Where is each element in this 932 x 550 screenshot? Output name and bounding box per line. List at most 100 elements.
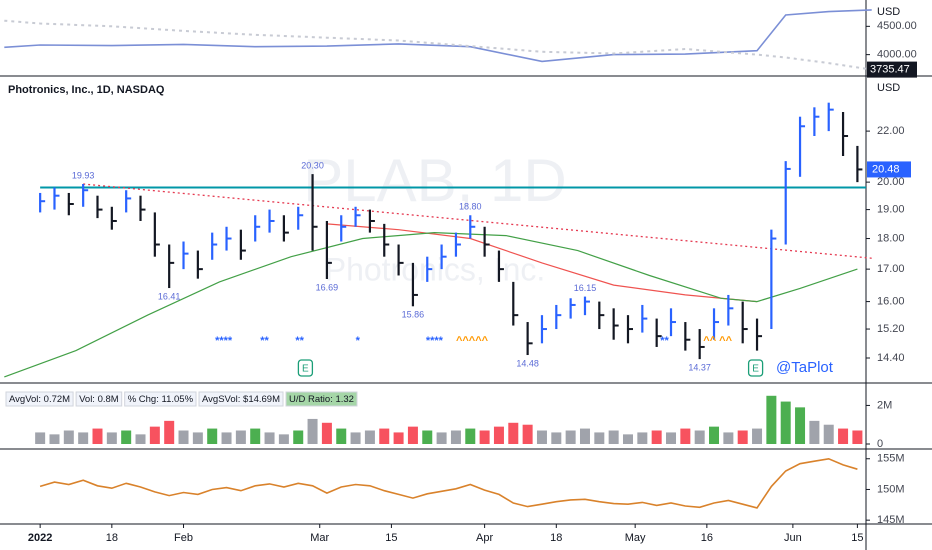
x-tick-label: 16 <box>701 532 713 544</box>
y-tick-label: 4000.00 <box>877 49 917 61</box>
watermark-group: PLAB, 1D Photronics, Inc. <box>303 147 566 288</box>
volume-bar <box>465 428 476 444</box>
volume-bar <box>622 434 633 444</box>
volume-bar <box>135 434 146 444</box>
volume-bar <box>364 430 375 444</box>
chart-title: Photronics, Inc., 1D, NASDAQ <box>8 84 165 96</box>
unit-label: USD <box>877 82 900 94</box>
volume-bar <box>78 432 89 444</box>
low-label: 16.69 <box>316 282 339 292</box>
volume-bar <box>795 407 806 444</box>
y-tick-label: 19.00 <box>877 203 905 215</box>
volume-bar <box>35 432 46 444</box>
x-tick-label: 18 <box>106 532 118 544</box>
info-box <box>124 391 197 407</box>
signal-stars: ** <box>295 335 304 347</box>
brand: @TaPlot <box>776 359 834 376</box>
volume-bar <box>493 426 504 444</box>
low-label: 14.37 <box>688 362 711 372</box>
volume-bar <box>666 432 677 444</box>
volume-bar <box>422 430 433 444</box>
high-label: 18.80 <box>459 202 482 212</box>
volume-bar <box>250 428 261 444</box>
volume-bar <box>594 432 605 444</box>
volume-bar <box>436 432 447 444</box>
volume-bar <box>192 432 203 444</box>
x-tick-label: 15 <box>851 532 863 544</box>
x-tick-label: May <box>625 532 646 544</box>
y-tick-label: 150M <box>877 483 905 495</box>
info-label: Vol: 0.8M <box>79 394 119 405</box>
volume-bar <box>823 424 834 444</box>
signal-stars: ^^ ^^ <box>703 335 732 347</box>
y-tick-label: 2M <box>877 399 892 411</box>
y-tick-label: 14.40 <box>877 352 905 364</box>
y-tick-label: 0 <box>877 438 883 450</box>
volume-bar <box>508 422 519 444</box>
x-tick-label: 2022 <box>28 532 52 544</box>
info-label: AvgVol: 0.72M <box>9 394 70 405</box>
signal-stars: **** <box>426 335 444 347</box>
volume-bar <box>393 432 404 444</box>
earnings-badge <box>297 359 314 377</box>
x-tick-label: Jun <box>784 532 802 544</box>
y-tick-label: 4500.00 <box>877 20 917 32</box>
y-tick-label: 17.00 <box>877 263 905 275</box>
y-tick-label: 20.00 <box>877 176 905 188</box>
info-label: U/D Ratio: 1.32 <box>289 394 354 405</box>
price-tag-label: 20.48 <box>872 163 900 175</box>
info-box <box>198 391 284 407</box>
volume-bar <box>264 432 275 444</box>
watermark-symbol: PLAB, 1D <box>303 147 566 214</box>
x-tick-label: Apr <box>476 532 493 544</box>
high-label: 16.15 <box>574 283 597 293</box>
volume-bar <box>752 428 763 444</box>
volume-bar <box>49 434 60 444</box>
info-box <box>5 391 74 407</box>
volume-bar <box>350 432 361 444</box>
volume-bar <box>164 420 175 444</box>
x-tick-label: Mar <box>310 532 329 544</box>
x-tick-label: 18 <box>550 532 562 544</box>
volume-bar <box>450 430 461 444</box>
info-label: % Chg: 11.05% <box>128 394 194 405</box>
volume-bar <box>235 430 246 444</box>
volume-bar <box>293 430 304 444</box>
earnings-label: E <box>302 364 309 375</box>
volume-bar <box>809 420 820 444</box>
volume-bar <box>852 430 863 444</box>
moving-average <box>326 223 758 303</box>
series-line <box>39 457 858 509</box>
y-tick-label: 145M <box>877 514 905 526</box>
signal-stars: ** <box>260 335 269 347</box>
volume-bar <box>63 430 74 444</box>
volume-bar <box>407 426 418 444</box>
y-tick-label: 18.00 <box>877 232 905 244</box>
x-tick-label: 15 <box>385 532 397 544</box>
series-line <box>4 9 872 63</box>
low-label: 14.48 <box>516 358 539 368</box>
signal-stars: ** <box>660 335 669 347</box>
volume-bar <box>608 430 619 444</box>
info-box <box>285 391 358 407</box>
volume-bar <box>278 434 289 444</box>
volume-bar <box>694 430 705 444</box>
volume-bar <box>522 424 533 444</box>
price-tag <box>867 61 917 78</box>
volume-bar <box>536 430 547 444</box>
signal-stars: * <box>356 335 361 347</box>
volume-bar <box>565 430 576 444</box>
unit-label: USD <box>877 6 900 18</box>
volume-bar <box>651 430 662 444</box>
volume-bar <box>92 428 103 444</box>
signal-stars: **** <box>215 335 233 347</box>
earnings-label: E <box>752 364 759 375</box>
volume-bar <box>336 428 347 444</box>
volume-bar <box>709 426 720 444</box>
x-tick-label: Feb <box>174 532 193 544</box>
earnings-badge <box>747 359 764 377</box>
volume-bar <box>680 428 691 444</box>
volume-bar <box>479 430 490 444</box>
